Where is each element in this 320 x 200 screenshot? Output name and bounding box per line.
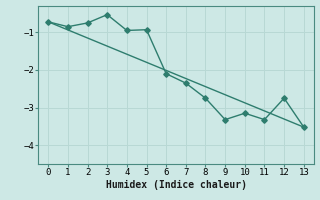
X-axis label: Humidex (Indice chaleur): Humidex (Indice chaleur) (106, 180, 246, 190)
